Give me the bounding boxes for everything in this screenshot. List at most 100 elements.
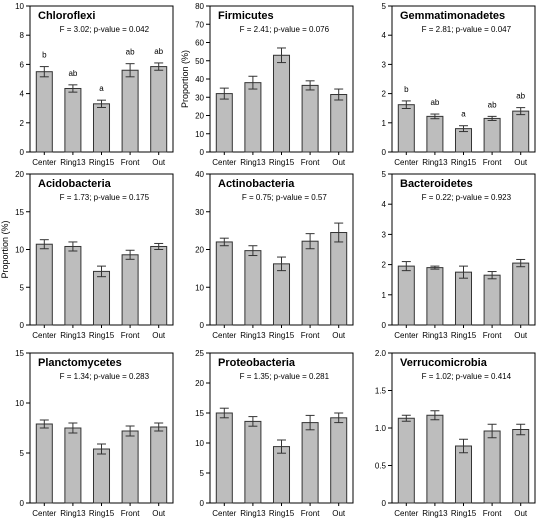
- y-tick-label: 2.0: [375, 349, 387, 358]
- bar: [483, 430, 501, 504]
- x-tick-label: Front: [483, 158, 502, 167]
- y-tick-label: 8: [20, 31, 25, 40]
- bar: [397, 265, 415, 326]
- bar: [215, 241, 233, 326]
- y-tick-label: 1.5: [375, 387, 387, 396]
- x-tick-label: Ring13: [240, 158, 266, 167]
- panel-title: Gemmatimonadetes: [400, 10, 505, 22]
- bar: [35, 71, 53, 153]
- panel-stat: F = 1.35; p-value = 0.281: [240, 372, 330, 381]
- bar: [454, 445, 473, 504]
- x-tick-label: Ring13: [422, 509, 448, 518]
- x-tick-label: Ring15: [269, 509, 295, 518]
- significance-letter: ab: [68, 69, 77, 78]
- x-tick-label: Front: [483, 509, 502, 518]
- x-tick-label: Ring15: [89, 331, 115, 340]
- bar: [244, 250, 262, 326]
- panel-stat: F = 2.41; p-value = 0.076: [240, 25, 330, 34]
- x-tick-label: Ring15: [451, 158, 477, 167]
- significance-letter: ab: [126, 48, 135, 57]
- bar: [512, 110, 530, 153]
- y-tick-label: 40: [195, 170, 204, 179]
- bar: [301, 84, 319, 153]
- panel-stat: F = 1.34; p-value = 0.283: [60, 372, 150, 381]
- x-tick-label: Out: [514, 331, 528, 340]
- y-tick-label: 10: [195, 130, 204, 139]
- x-tick-label: Center: [212, 509, 236, 518]
- y-tick-label: 0: [382, 148, 387, 157]
- bar: [426, 414, 444, 504]
- x-tick-label: Ring15: [451, 331, 477, 340]
- x-tick-label: Front: [301, 331, 320, 340]
- y-tick-label: 6: [20, 60, 25, 69]
- y-axis-label: Proportion (%): [180, 50, 190, 108]
- panel-title: Actinobacteria: [218, 178, 295, 190]
- x-tick-label: Ring13: [240, 331, 266, 340]
- panel-stat: F = 3.02; p-value = 0.042: [60, 25, 150, 34]
- bar: [215, 93, 233, 153]
- bar: [301, 422, 319, 504]
- bar: [215, 412, 233, 504]
- y-tick-label: 2: [382, 90, 387, 99]
- x-tick-label: Center: [32, 158, 56, 167]
- bar: [64, 245, 82, 326]
- bar: [483, 117, 501, 153]
- x-tick-label: Ring15: [89, 509, 115, 518]
- significance-letter: a: [461, 110, 466, 119]
- bar: [512, 262, 530, 326]
- bar: [397, 104, 415, 153]
- x-tick-label: Ring13: [60, 331, 86, 340]
- y-tick-label: 1.0: [375, 424, 387, 433]
- y-tick-label: 0.5: [375, 462, 387, 471]
- y-tick-label: 80: [195, 2, 204, 11]
- x-tick-label: Ring15: [269, 158, 295, 167]
- bar: [121, 69, 139, 153]
- y-tick-label: 2: [382, 261, 387, 270]
- x-tick-label: Ring13: [240, 509, 266, 518]
- y-tick-label: 20: [15, 170, 24, 179]
- x-tick-label: Center: [212, 158, 236, 167]
- x-tick-label: Center: [394, 158, 418, 167]
- y-tick-label: 0: [200, 148, 205, 157]
- y-axis-label: Proportion (%): [0, 220, 10, 278]
- y-tick-label: 3: [382, 60, 387, 69]
- x-tick-label: Ring13: [422, 331, 448, 340]
- significance-letter: b: [404, 85, 409, 94]
- y-tick-label: 0: [20, 499, 25, 508]
- y-tick-label: 5: [20, 449, 25, 458]
- y-tick-label: 70: [195, 20, 204, 29]
- x-tick-label: Out: [152, 158, 166, 167]
- bar: [397, 417, 415, 504]
- significance-letter: ab: [516, 92, 525, 101]
- bar: [244, 420, 262, 504]
- bar: [244, 82, 262, 153]
- panel-stat: F = 2.81; p-value = 0.047: [422, 25, 512, 34]
- y-tick-label: 10: [195, 283, 204, 292]
- x-tick-label: Front: [121, 158, 140, 167]
- bar: [330, 417, 348, 504]
- y-tick-label: 30: [195, 93, 204, 102]
- bar: [272, 446, 291, 504]
- significance-letter: ab: [154, 47, 163, 56]
- y-tick-label: 4: [382, 200, 387, 209]
- x-tick-label: Center: [32, 331, 56, 340]
- x-tick-label: Center: [394, 331, 418, 340]
- bar: [301, 240, 319, 326]
- x-tick-label: Ring15: [269, 331, 295, 340]
- y-tick-label: 40: [195, 75, 204, 84]
- y-tick-label: 30: [195, 208, 204, 217]
- panel-title: Firmicutes: [218, 10, 274, 22]
- panel-stat: F = 1.73; p-value = 0.175: [60, 193, 150, 202]
- panel-title: Acidobacteria: [38, 178, 112, 190]
- x-tick-label: Ring13: [422, 158, 448, 167]
- panel-stat: F = 0.22; p-value = 0.923: [422, 193, 512, 202]
- y-tick-label: 50: [195, 57, 204, 66]
- bar: [272, 54, 291, 153]
- y-tick-label: 4: [20, 90, 25, 99]
- bar: [121, 254, 139, 326]
- x-tick-label: Ring15: [451, 509, 477, 518]
- y-tick-label: 0: [200, 321, 205, 330]
- panel-title: Bacteroidetes: [400, 178, 473, 190]
- bar: [121, 430, 139, 504]
